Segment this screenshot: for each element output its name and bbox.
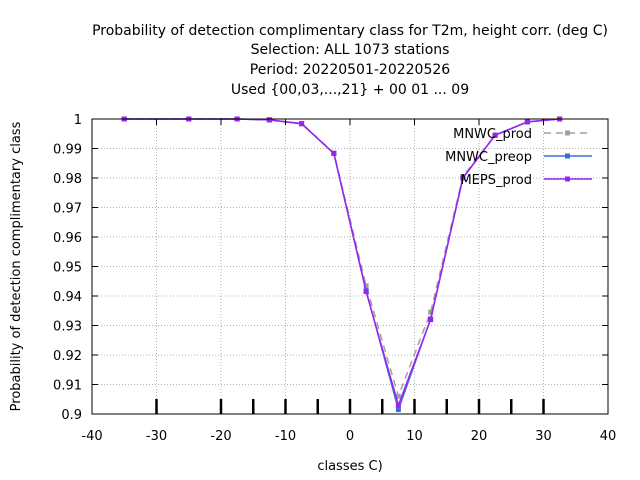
title-line-2: Selection: ALL 1073 stations [251, 42, 450, 58]
legend-label-mnwc-preop: MNWC_preop [445, 150, 532, 165]
data-point-mnwc-prod [395, 393, 401, 399]
x-tick-label: -10 [275, 429, 296, 444]
y-tick-label: 0.96 [53, 231, 82, 246]
x-tick-label: 20 [471, 429, 488, 444]
grid [92, 119, 608, 414]
x-axis-label: classes C) [317, 459, 382, 474]
x-tick-label: 30 [535, 429, 552, 444]
axis-ticks: -40 -30 -20 -10 0 10 20 30 40 0.9 0.91 0.92 0.93 0.94… [53, 113, 616, 444]
data-point-meps-prod [363, 289, 369, 295]
legend-marker-mnwc-preop [565, 153, 570, 159]
title-line-1: Probability of detection complimentary c… [92, 23, 608, 39]
data-point-meps-prod [492, 132, 498, 138]
x-tick-label: -30 [146, 429, 167, 444]
data-point-meps-prod [428, 317, 434, 323]
legend-marker-mnwc-prod [565, 130, 570, 136]
data-point-meps-prod [524, 119, 530, 125]
data-point-mnwc-prod [363, 283, 369, 289]
data-point-meps-prod [331, 151, 337, 157]
y-tick-label: 0.99 [53, 143, 82, 158]
y-tick-label: 0.9 [61, 408, 82, 423]
data-point-meps-prod [395, 402, 401, 408]
legend-marker-meps-prod [565, 176, 570, 182]
x-tick-label: -20 [210, 429, 231, 444]
x-tick-label: 40 [600, 429, 617, 444]
y-tick-label: 0.92 [53, 349, 82, 364]
legend: MNWC_prod MNWC_preop MEPS_prod [445, 127, 592, 188]
data-point-meps-prod [266, 117, 272, 123]
x-tick-label: 10 [406, 429, 423, 444]
legend-label-mnwc-prod: MNWC_prod [453, 127, 532, 142]
x-tick-label: -40 [81, 429, 102, 444]
data-point-meps-prod [299, 121, 305, 127]
y-tick-label: 0.95 [53, 261, 82, 276]
y-tick-label: 0.94 [53, 290, 82, 305]
title-line-4: Used {00,03,...,21} + 00 01 ... 09 [231, 82, 469, 98]
y-tick-label: 0.98 [53, 172, 82, 187]
data-point-mnwc-preop [395, 407, 401, 413]
title-line-3: Period: 20220501-20220526 [250, 62, 450, 78]
y-tick-label: 0.91 [53, 379, 82, 394]
x-tick-label: 0 [346, 429, 354, 444]
chart-title: Probability of detection complimentary c… [92, 23, 608, 98]
legend-label-meps-prod: MEPS_prod [460, 173, 532, 188]
data-point-mnwc-prod [428, 309, 434, 315]
y-axis-label: Probability of detection complimentary c… [9, 121, 24, 411]
y-tick-label: 1 [74, 113, 82, 128]
y-tick-label: 0.97 [53, 202, 82, 217]
data-point-meps-prod [460, 175, 466, 181]
y-tick-label: 0.93 [53, 320, 82, 335]
